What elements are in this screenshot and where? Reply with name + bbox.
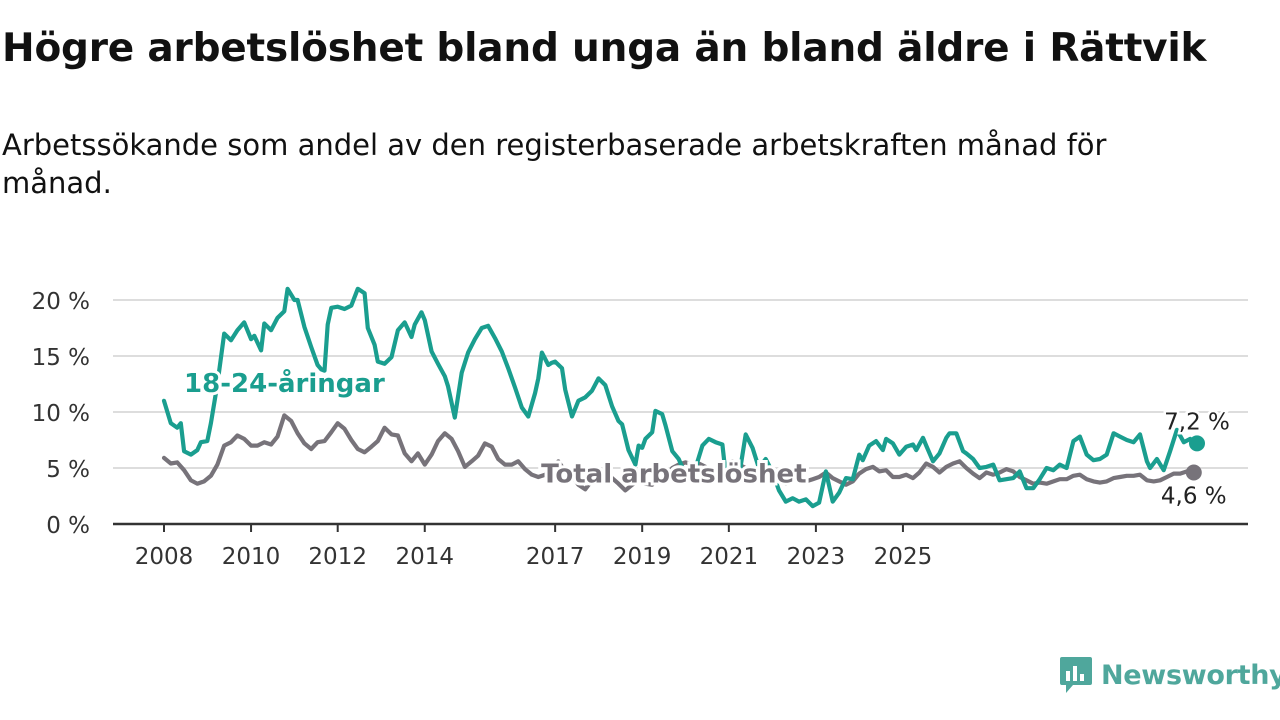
x-tick-label: 2025 (874, 544, 933, 570)
brand-logo: Newsworthy (1059, 655, 1280, 695)
end-value-label: 7,2 % (1164, 409, 1230, 435)
y-tick-label: 5 % (46, 457, 90, 483)
y-tick-label: 20 % (32, 289, 90, 315)
series-label-youth: 18-24-åringar (184, 367, 385, 399)
x-axis: 2008 2010 2012 2014 2017 2019 2021 2023 2025 (113, 522, 1248, 570)
series-lines (161, 286, 1205, 509)
x-tick-label: 2010 (222, 544, 281, 570)
y-tick-label: 10 % (32, 401, 90, 427)
y-tick-label: 0 % (46, 513, 90, 539)
x-tick-label: 2021 (700, 544, 759, 570)
chart-title: Högre arbetslöshet bland unga än bland ä… (2, 26, 1207, 71)
y-axis: 0 % 5 % 10 % 15 % 20 % (32, 289, 90, 539)
y-tick-label: 15 % (32, 345, 90, 371)
x-tick-label: 2012 (308, 544, 367, 570)
x-tick-label: 2008 (135, 544, 194, 570)
series-label-total: Total arbetslöshet (541, 460, 806, 490)
x-tick-label: 2017 (526, 544, 585, 570)
newsworthy-logo-icon (1060, 657, 1092, 693)
end-value-label: 4,6 % (1161, 483, 1227, 509)
x-tick-label: 2019 (613, 544, 672, 570)
chart-subtitle: Arbetssökande som andel av den registerb… (2, 128, 1107, 200)
x-tick-label: 2023 (787, 544, 846, 570)
series-line-youth (161, 286, 1200, 509)
series-end-marker (1185, 464, 1202, 481)
x-tick-label: 2014 (395, 544, 454, 570)
series-end-marker (1189, 435, 1205, 452)
series-labels: 18-24-åringar 7,2 % Total arbetslöshet 4,6 … (181, 364, 1232, 512)
brand-name: Newsworthy (1101, 659, 1280, 691)
